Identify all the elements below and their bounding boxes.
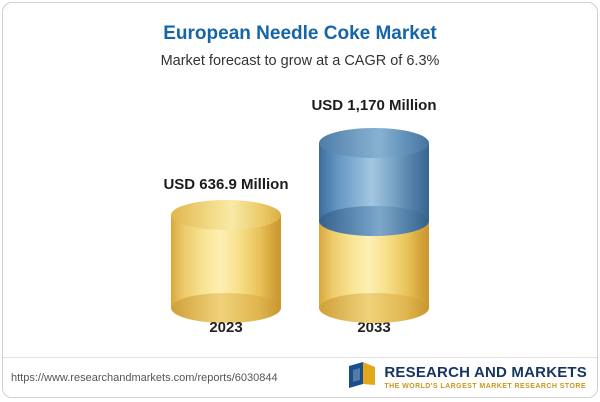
x-axis-label-2033: 2033: [357, 319, 391, 336]
bar-cylinder-2033-growth-segment: [319, 128, 429, 236]
report-url-link[interactable]: https://www.researchandmarkets.com/repor…: [11, 371, 278, 384]
research-and-markets-logo[interactable]: RESEARCH AND MARKETS THE WORLD'S LARGEST…: [347, 362, 587, 393]
value-label-2033: USD 1,170 Million: [311, 97, 437, 114]
value-label-2023: USD 636.9 Million: [163, 176, 289, 193]
logo-name: RESEARCH AND MARKETS: [384, 364, 587, 382]
logo-tagline: THE WORLD'S LARGEST MARKET RESEARCH STOR…: [384, 382, 586, 390]
x-axis-label-2023: 2023: [209, 319, 243, 336]
footer: https://www.researchandmarkets.com/repor…: [3, 357, 597, 397]
logo-text: RESEARCH AND MARKETS THE WORLD'S LARGEST…: [384, 365, 587, 390]
chart-card: European Needle Coke Market Market forec…: [2, 2, 598, 398]
bar-cylinder-2023: [171, 200, 281, 323]
logo-mark-icon: [347, 362, 377, 393]
chart-subtitle: Market forecast to grow at a CAGR of 6.3…: [160, 53, 440, 69]
chart-title: European Needle Coke Market: [163, 23, 437, 44]
